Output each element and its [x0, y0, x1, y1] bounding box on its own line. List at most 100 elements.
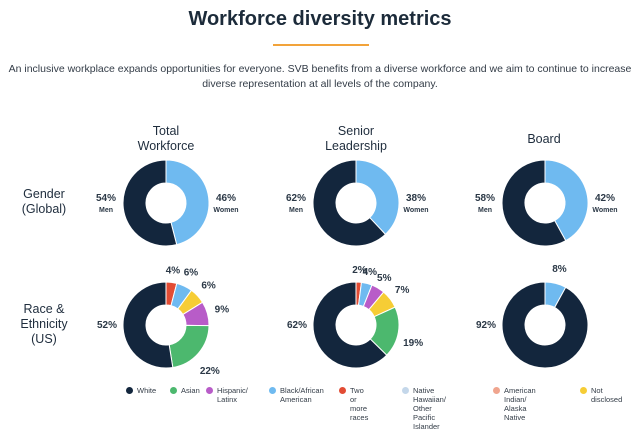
legend-swatch: [269, 387, 276, 394]
column-header-total-workforce: Total Workforce: [106, 124, 226, 154]
page-title: Workforce diversity metrics: [188, 8, 452, 30]
legend-label: Hispanic/Latinx: [217, 386, 248, 404]
row-label-line: (US): [31, 332, 57, 346]
value-label-two: 4%: [166, 265, 181, 276]
legend-swatch: [580, 387, 587, 394]
legend-item-white: White: [126, 386, 156, 395]
column-header-board: Board: [484, 132, 604, 147]
legend-label-line: Other Pacific: [413, 404, 436, 422]
value-label-men: 62%: [286, 193, 306, 204]
intro-text: An inclusive workplace expands opportuni…: [0, 62, 640, 92]
legend-label: Black/African American: [280, 386, 324, 404]
value-label-white: 92%: [476, 320, 496, 331]
legend-label-line: Native Hawaiian/: [413, 386, 446, 404]
legend-label: Asian: [181, 386, 200, 395]
value-label-notdisclosed: 6%: [201, 281, 216, 292]
column-header-line: Board: [527, 132, 561, 146]
category-label-women: Women: [403, 207, 428, 214]
donut-race-total: [122, 281, 210, 369]
donut-gender-total: [122, 159, 210, 247]
legend-swatch: [170, 387, 177, 394]
value-label-asian: 22%: [200, 366, 220, 377]
intro-line-2: diverse representation at all levels of …: [202, 78, 438, 90]
legend-swatch: [206, 387, 213, 394]
value-label-two: 2%: [352, 265, 367, 276]
legend-item-indian: American Indian/Alaska Native: [493, 386, 536, 422]
value-label-men: 54%: [96, 193, 116, 204]
title-underline: [273, 44, 369, 46]
donut-race-senior: [312, 281, 400, 369]
slice-gender-total-black: [165, 159, 210, 246]
legend-swatch: [493, 387, 500, 394]
legend-label-line: American Indian/: [504, 386, 536, 404]
legend-label-line: White: [137, 386, 157, 395]
legend-swatch: [339, 387, 346, 394]
value-label-asian: 19%: [403, 338, 423, 349]
legend-item-hawaiian: Native Hawaiian/Other Pacific Islander: [402, 386, 446, 431]
category-label-men: Men: [289, 207, 303, 214]
slice-race-board-white: [501, 281, 589, 369]
value-label-black: 4%: [363, 267, 378, 278]
column-header-line: Total: [152, 124, 180, 138]
legend-item-black: Black/African American: [269, 386, 324, 404]
legend-label: American Indian/Alaska Native: [504, 386, 536, 422]
slice-gender-board-white: [501, 159, 567, 247]
legend-label-line: Islander: [413, 422, 440, 431]
row-label-line: Gender: [23, 187, 65, 201]
legend-label-line: Not: [591, 386, 603, 395]
legend-label-line: Latinx: [217, 395, 238, 404]
value-label-hispanic: 5%: [377, 273, 392, 284]
legend-label-line: Two or: [350, 386, 364, 404]
legend-label-line: Alaska Native: [504, 404, 527, 422]
legend-label-line: Black/African: [280, 386, 324, 395]
row-label-line: Race &: [23, 302, 65, 316]
legend-label: Two or more races: [350, 386, 368, 422]
category-label-men: Men: [99, 207, 113, 214]
legend-item-hispanic: Hispanic/Latinx: [206, 386, 248, 404]
value-label-hispanic: 9%: [215, 305, 230, 316]
value-label-women: 42%: [595, 193, 615, 204]
value-label-women: 38%: [406, 193, 426, 204]
column-header-senior-leadership: Senior Leadership: [296, 124, 416, 154]
column-header-line: Leadership: [325, 139, 387, 153]
legend-swatch: [402, 387, 409, 394]
category-label-men: Men: [478, 207, 492, 214]
donut-gender-senior: [312, 159, 400, 247]
slice-gender-senior-black: [355, 159, 400, 236]
donut-race-board: [501, 281, 589, 369]
intro-line-1: An inclusive workplace expands opportuni…: [8, 63, 632, 75]
value-label-white: 62%: [287, 320, 307, 331]
value-label-notdisclosed: 7%: [395, 285, 410, 296]
legend-item-notdisclosed: Not disclosed: [580, 386, 622, 404]
slice-race-senior-white: [312, 281, 388, 369]
donut-charts: 46% Women 54% Men 38% Women 62% Men 42% Women 58% M…: [96, 159, 618, 377]
row-label-gender: Gender (Global): [0, 187, 88, 217]
row-label-race-ethnicity: Race & Ethnicity (US): [0, 302, 88, 347]
slice-race-total-asian: [168, 324, 210, 369]
legend-label: White: [137, 386, 156, 395]
donut-gender-board: [501, 159, 589, 247]
legend-item-two: Two or more races: [339, 386, 368, 422]
legend-label: Not disclosed: [591, 386, 622, 404]
slice-gender-board-black: [544, 159, 589, 242]
legend-label-line: Hispanic/: [217, 386, 248, 395]
row-label-line: (Global): [21, 202, 67, 216]
legend-label: Native Hawaiian/Other Pacific Islander: [413, 386, 446, 431]
value-label-black: 8%: [552, 264, 567, 275]
legend-label-line: American: [280, 395, 312, 404]
value-label-men: 58%: [475, 193, 495, 204]
legend-item-asian: Asian: [170, 386, 200, 395]
column-header-line: Workforce: [137, 139, 195, 153]
category-label-women: Women: [592, 207, 617, 214]
slice-gender-senior-white: [312, 159, 387, 247]
column-header-line: Senior: [337, 124, 375, 138]
row-label-line: Ethnicity: [20, 317, 68, 331]
legend-swatch: [126, 387, 133, 394]
value-label-women: 46%: [216, 193, 236, 204]
legend-label-line: disclosed: [591, 395, 623, 404]
category-label-women: Women: [213, 207, 238, 214]
slice-race-total-white: [122, 281, 174, 369]
value-label-white: 52%: [97, 320, 117, 331]
legend-label-line: Asian: [181, 386, 200, 395]
value-label-black: 6%: [184, 268, 199, 279]
